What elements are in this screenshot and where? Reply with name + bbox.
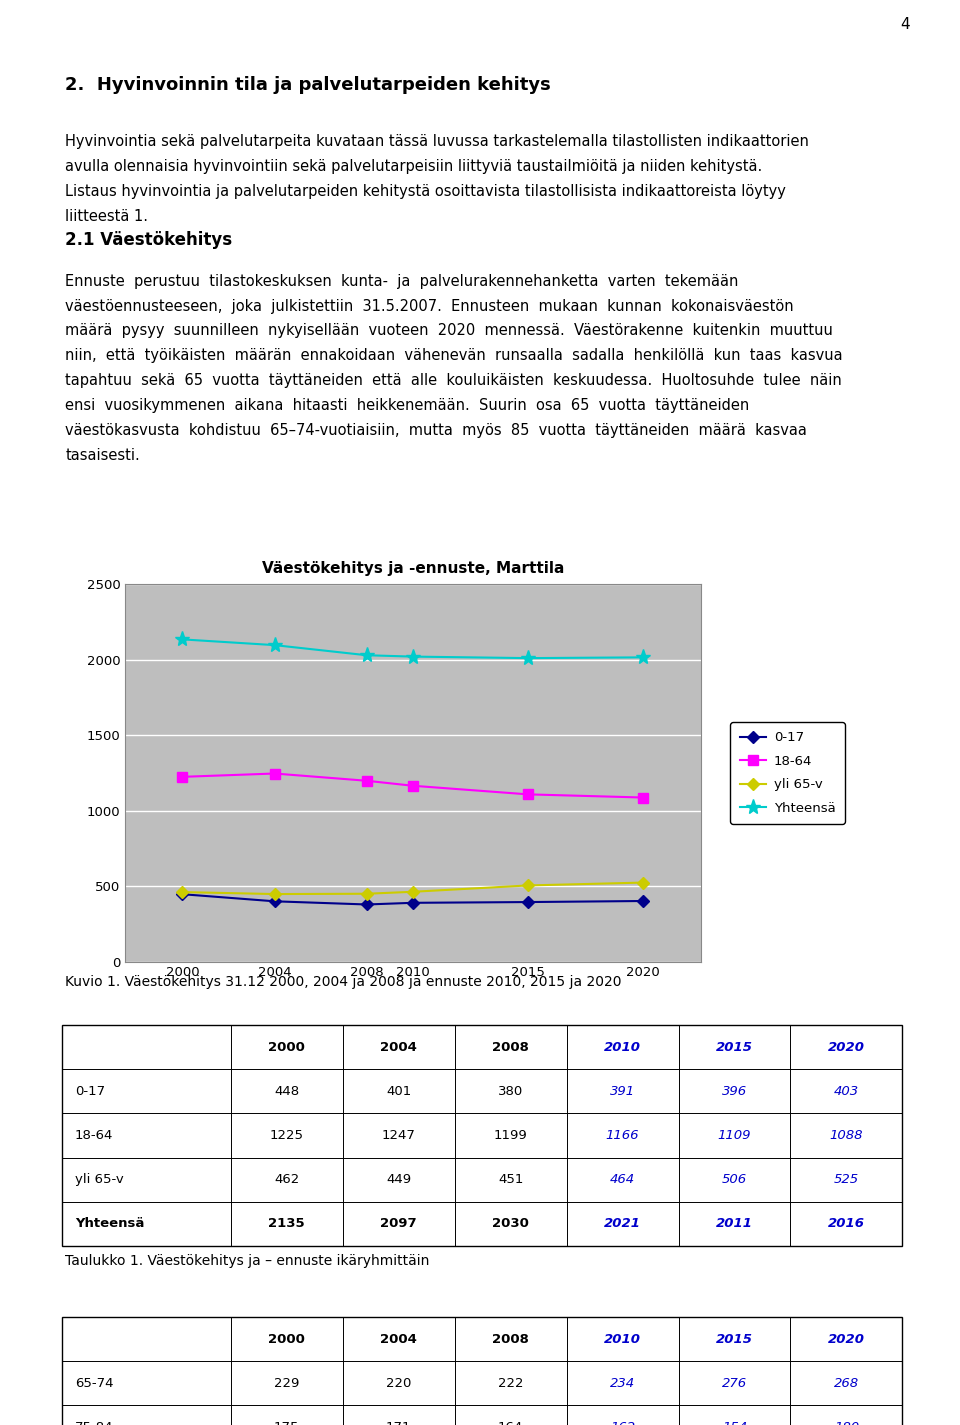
Text: 380: 380 xyxy=(498,1084,523,1097)
Text: 1166: 1166 xyxy=(606,1129,639,1141)
Text: 2016: 2016 xyxy=(828,1217,865,1230)
Text: 2097: 2097 xyxy=(380,1217,417,1230)
Text: yli 65-v: yli 65-v xyxy=(75,1173,124,1186)
Text: niin,  että  työikäisten  määrän  ennakoidaan  vähenevän  runsaalla  sadalla  he: niin, että työikäisten määrän ennakoidaa… xyxy=(65,348,843,363)
Text: 2011: 2011 xyxy=(716,1217,753,1230)
Text: 1225: 1225 xyxy=(270,1129,303,1141)
Text: Listaus hyvinvointia ja palvelutarpeiden kehitystä osoittavista tilastollisista : Listaus hyvinvointia ja palvelutarpeiden… xyxy=(65,184,786,200)
Text: 180: 180 xyxy=(834,1421,859,1425)
Text: 4: 4 xyxy=(900,17,910,33)
Text: 2021: 2021 xyxy=(604,1217,641,1230)
Text: avulla olennaisia hyvinvointiin sekä palvelutarpeisiin liittyviä taustailmiöitä : avulla olennaisia hyvinvointiin sekä pal… xyxy=(65,158,762,174)
Text: 2030: 2030 xyxy=(492,1217,529,1230)
Text: 2008: 2008 xyxy=(492,1040,529,1053)
Text: 1109: 1109 xyxy=(718,1129,752,1141)
Text: 175: 175 xyxy=(274,1421,300,1425)
Text: 1088: 1088 xyxy=(829,1129,863,1141)
Text: 2020: 2020 xyxy=(828,1332,865,1345)
Text: määrä  pysyy  suunnilleen  nykyisellään  vuoteen  2020  mennessä.  Väestörakenne: määrä pysyy suunnilleen nykyisellään vuo… xyxy=(65,323,833,339)
Text: 2015: 2015 xyxy=(716,1332,753,1345)
Text: väestökasvusta  kohdistuu  65–74-vuotiaisiin,  mutta  myös  85  vuotta  täyttäne: väestökasvusta kohdistuu 65–74-vuotiaisi… xyxy=(65,423,807,439)
Text: 164: 164 xyxy=(498,1421,523,1425)
Text: 2004: 2004 xyxy=(380,1332,417,1345)
Text: 396: 396 xyxy=(722,1084,747,1097)
Text: 18-64: 18-64 xyxy=(75,1129,113,1141)
Text: 2000: 2000 xyxy=(268,1332,305,1345)
Text: 0-17: 0-17 xyxy=(75,1084,106,1097)
Text: tasaisesti.: tasaisesti. xyxy=(65,449,140,463)
Text: 65-74: 65-74 xyxy=(75,1377,113,1389)
Text: 268: 268 xyxy=(834,1377,859,1389)
Text: Hyvinvointia sekä palvelutarpeita kuvataan tässä luvussa tarkastelemalla tilasto: Hyvinvointia sekä palvelutarpeita kuvata… xyxy=(65,134,809,150)
Text: 2.1 Väestökehitys: 2.1 Väestökehitys xyxy=(65,231,232,249)
Text: 2010: 2010 xyxy=(604,1332,641,1345)
Text: 162: 162 xyxy=(610,1421,636,1425)
Text: 75-84: 75-84 xyxy=(75,1421,113,1425)
Text: 2015: 2015 xyxy=(716,1040,753,1053)
Text: 2010: 2010 xyxy=(604,1040,641,1053)
Text: Taulukko 1. Väestökehitys ja – ennuste ikäryhmittäin: Taulukko 1. Väestökehitys ja – ennuste i… xyxy=(65,1254,430,1268)
Text: liitteestä 1.: liitteestä 1. xyxy=(65,209,148,224)
Text: 1247: 1247 xyxy=(382,1129,416,1141)
Text: Kuvio 1. Väestökehitys 31.12 2000, 2004 ja 2008 ja ennuste 2010, 2015 ja 2020: Kuvio 1. Väestökehitys 31.12 2000, 2004 … xyxy=(65,975,622,989)
Text: 449: 449 xyxy=(386,1173,411,1186)
Text: Ennuste  perustuu  tilastokeskuksen  kunta-  ja  palvelurakennehanketta  varten : Ennuste perustuu tilastokeskuksen kunta-… xyxy=(65,274,738,289)
Text: 506: 506 xyxy=(722,1173,747,1186)
Text: 525: 525 xyxy=(834,1173,859,1186)
Text: väestöennusteeseen,  joka  julkistettiin  31.5.2007.  Ennusteen  mukaan  kunnan : väestöennusteeseen, joka julkistettiin 3… xyxy=(65,299,794,314)
Text: ensi  vuosikymmenen  aikana  hitaasti  heikkenemään.  Suurin  osa  65  vuotta  t: ensi vuosikymmenen aikana hitaasti heikk… xyxy=(65,398,750,413)
Text: 451: 451 xyxy=(498,1173,523,1186)
Text: tapahtuu  sekä  65  vuotta  täyttäneiden  että  alle  kouluikäisten  keskuudessa: tapahtuu sekä 65 vuotta täyttäneiden ett… xyxy=(65,373,842,389)
Text: Yhteensä: Yhteensä xyxy=(75,1217,144,1230)
Text: 403: 403 xyxy=(834,1084,859,1097)
Text: 2004: 2004 xyxy=(380,1040,417,1053)
Text: 448: 448 xyxy=(275,1084,300,1097)
Text: 391: 391 xyxy=(610,1084,636,1097)
Text: 462: 462 xyxy=(275,1173,300,1186)
Text: 464: 464 xyxy=(610,1173,636,1186)
Text: 154: 154 xyxy=(722,1421,747,1425)
Text: 2008: 2008 xyxy=(492,1332,529,1345)
Text: 220: 220 xyxy=(386,1377,411,1389)
Text: 2.  Hyvinvoinnin tila ja palvelutarpeiden kehitys: 2. Hyvinvoinnin tila ja palvelutarpeiden… xyxy=(65,76,551,94)
Text: 2020: 2020 xyxy=(828,1040,865,1053)
Text: 229: 229 xyxy=(274,1377,300,1389)
Text: 2000: 2000 xyxy=(268,1040,305,1053)
Text: 222: 222 xyxy=(498,1377,523,1389)
Text: 1199: 1199 xyxy=(493,1129,527,1141)
Text: 2135: 2135 xyxy=(269,1217,305,1230)
Text: 401: 401 xyxy=(386,1084,411,1097)
Text: 171: 171 xyxy=(386,1421,412,1425)
Title: Väestökehitys ja -ennuste, Marttila: Väestökehitys ja -ennuste, Marttila xyxy=(262,561,564,576)
Text: 234: 234 xyxy=(610,1377,636,1389)
Text: 276: 276 xyxy=(722,1377,747,1389)
Legend: 0-17, 18-64, yli 65-v, Yhteensä: 0-17, 18-64, yli 65-v, Yhteensä xyxy=(731,722,845,824)
